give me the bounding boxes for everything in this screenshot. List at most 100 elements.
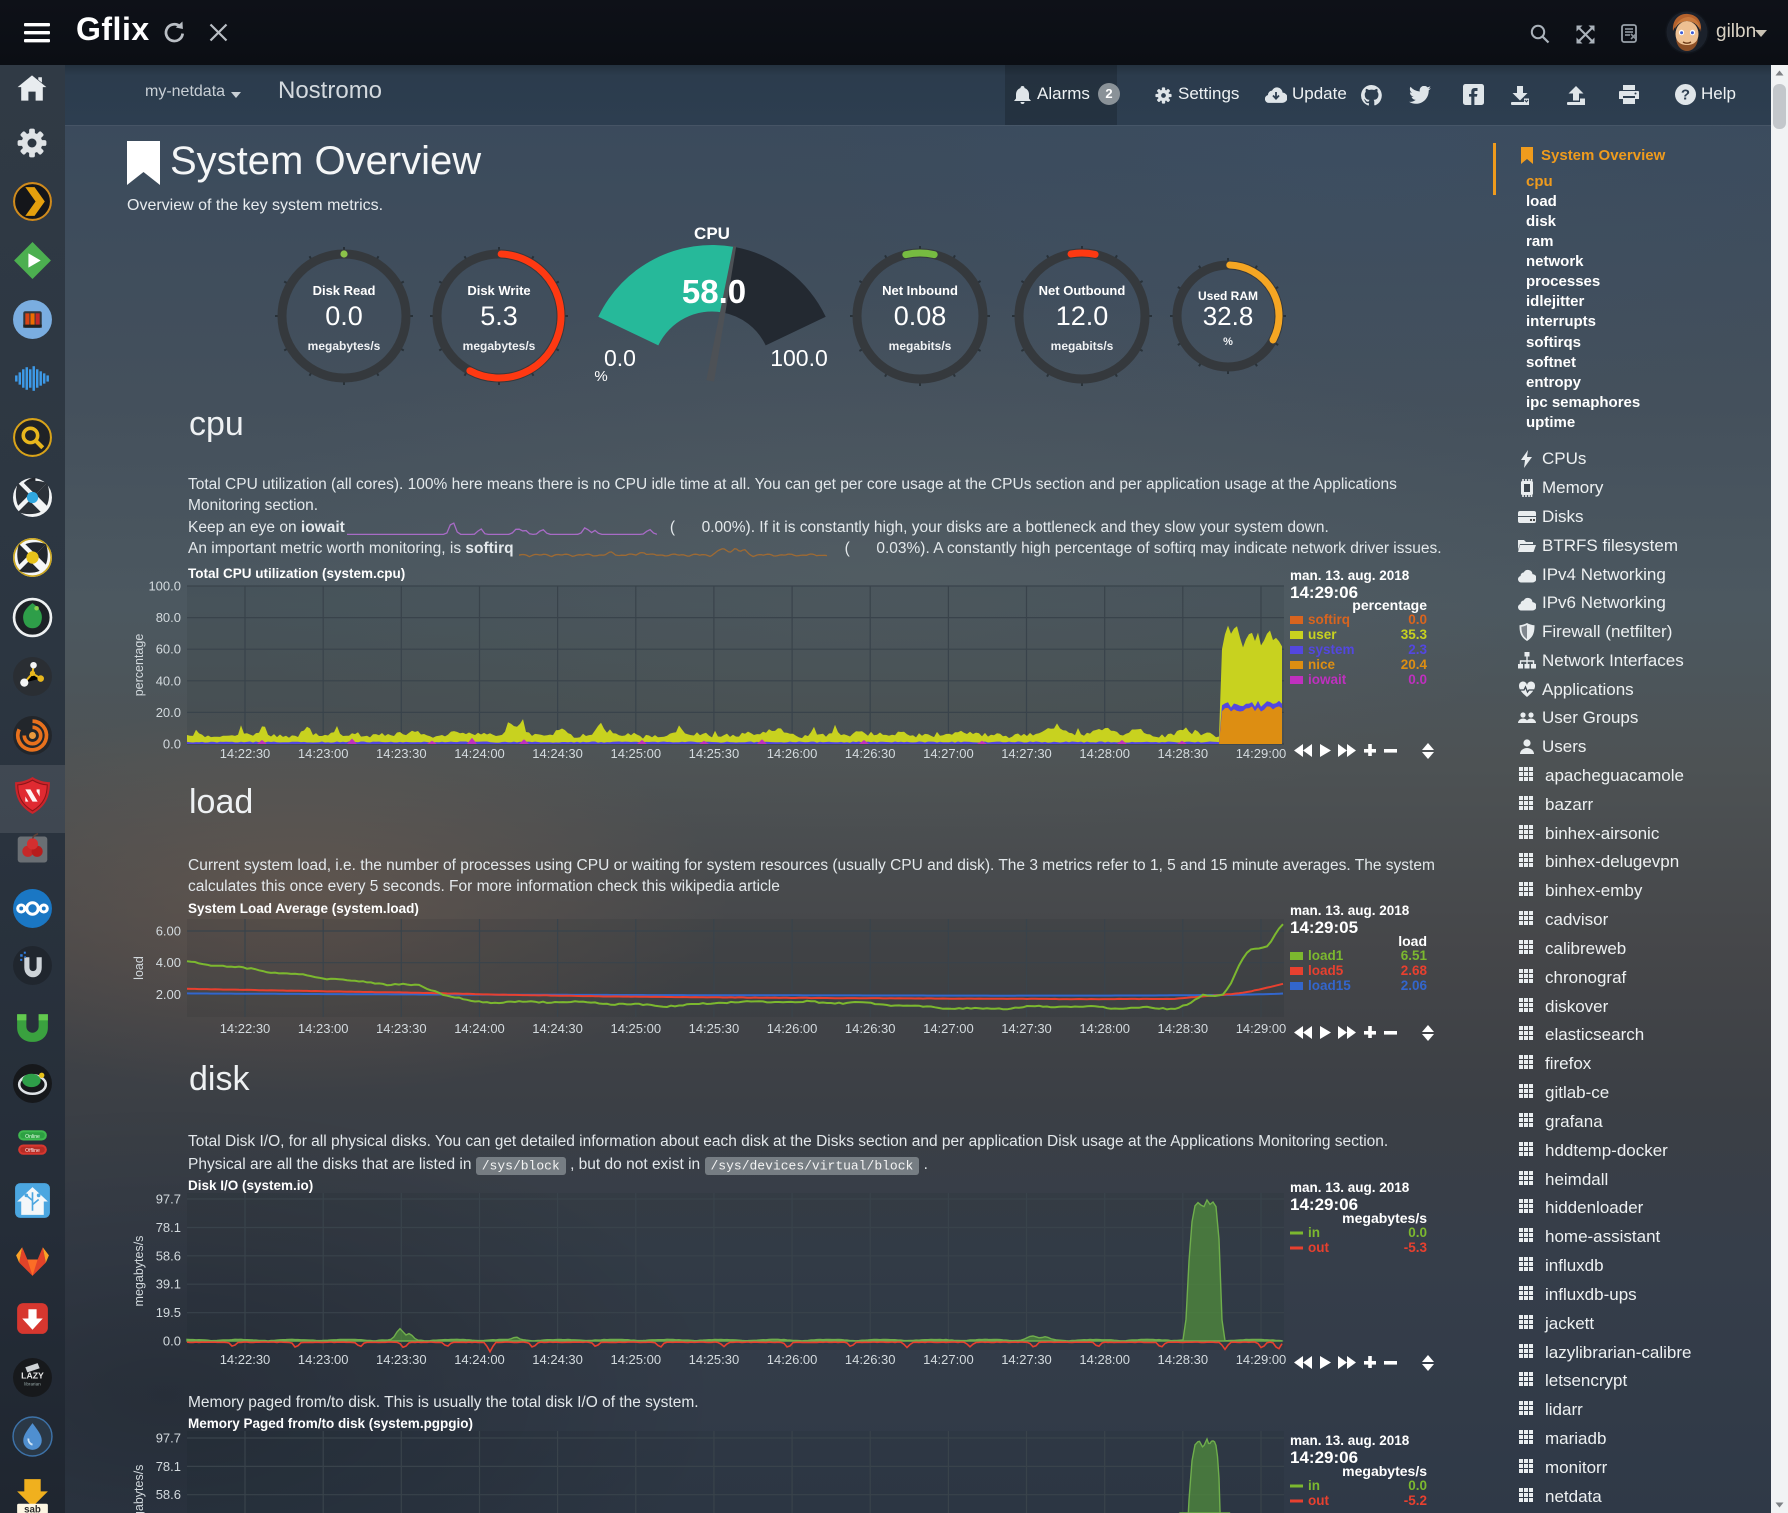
svg-text:load1: load1 <box>1308 948 1344 963</box>
svg-text:60.0: 60.0 <box>156 642 181 657</box>
svg-text:14:29:00: 14:29:00 <box>1236 1021 1287 1036</box>
svg-text:100.0: 100.0 <box>148 579 181 594</box>
svg-text:14:29:06: 14:29:06 <box>1290 1195 1358 1214</box>
svg-text:in: in <box>1308 1478 1320 1493</box>
svg-text:14:27:30: 14:27:30 <box>1001 746 1052 761</box>
svg-text:97.7: 97.7 <box>156 1431 181 1446</box>
svg-text:14:26:30: 14:26:30 <box>845 1021 896 1036</box>
svg-text:load15: load15 <box>1308 978 1351 993</box>
svg-text:14:23:00: 14:23:00 <box>298 1352 349 1367</box>
svg-text:librarian: librarian <box>24 1382 41 1387</box>
svg-text:14:27:30: 14:27:30 <box>1001 1021 1052 1036</box>
svg-text:iowait: iowait <box>1308 672 1347 687</box>
svg-text:14:24:30: 14:24:30 <box>532 1021 583 1036</box>
svg-text:megabytes/s: megabytes/s <box>463 339 536 353</box>
svg-text:14:29:06: 14:29:06 <box>1290 1448 1358 1467</box>
svg-text:14:23:30: 14:23:30 <box>376 746 427 761</box>
svg-text:14:26:30: 14:26:30 <box>845 746 896 761</box>
svg-text:14:25:30: 14:25:30 <box>689 746 740 761</box>
svg-text:14:23:00: 14:23:00 <box>298 1021 349 1036</box>
svg-text:0.0: 0.0 <box>325 301 363 331</box>
svg-text:58.6: 58.6 <box>156 1487 181 1502</box>
svg-text:megabytes/s: megabytes/s <box>308 339 381 353</box>
svg-text:nice: nice <box>1308 657 1336 672</box>
svg-text:14:29:05: 14:29:05 <box>1290 918 1358 937</box>
svg-text:load: load <box>1398 933 1427 949</box>
svg-text:0.0: 0.0 <box>163 1334 181 1349</box>
svg-text:-5.2: -5.2 <box>1404 1493 1427 1508</box>
svg-text:14:28:00: 14:28:00 <box>1079 1352 1130 1367</box>
svg-text:sab: sab <box>24 1504 41 1513</box>
svg-text:14:24:30: 14:24:30 <box>532 1352 583 1367</box>
svg-text:man. 13. aug. 2018: man. 13. aug. 2018 <box>1290 1433 1410 1448</box>
svg-text:5.3: 5.3 <box>480 301 518 331</box>
svg-text:Memory Paged from/to disk (sys: Memory Paged from/to disk (system.pgpgio… <box>188 1416 473 1431</box>
svg-text:14:28:30: 14:28:30 <box>1157 1021 1208 1036</box>
svg-text:6.51: 6.51 <box>1401 948 1428 963</box>
svg-text:softirq: softirq <box>1308 612 1350 627</box>
svg-text:load5: load5 <box>1308 963 1344 978</box>
svg-text:in: in <box>1308 1225 1320 1240</box>
svg-text:14:24:00: 14:24:00 <box>454 746 505 761</box>
svg-text:2.00: 2.00 <box>156 987 181 1002</box>
svg-text:14:27:30: 14:27:30 <box>1001 1352 1052 1367</box>
svg-text:14:29:00: 14:29:00 <box>1236 746 1287 761</box>
svg-text:14:25:00: 14:25:00 <box>610 1352 661 1367</box>
svg-text:Net Inbound: Net Inbound <box>882 283 958 298</box>
svg-text:megabytes/s: megabytes/s <box>132 1465 146 1513</box>
svg-text:0.0: 0.0 <box>1408 1225 1427 1240</box>
svg-text:14:25:00: 14:25:00 <box>610 1021 661 1036</box>
svg-text:%: % <box>1223 336 1233 348</box>
svg-text:14:26:30: 14:26:30 <box>845 1352 896 1367</box>
svg-text:2.06: 2.06 <box>1401 978 1428 993</box>
svg-text:man. 13. aug. 2018: man. 13. aug. 2018 <box>1290 568 1410 583</box>
svg-text:58.6: 58.6 <box>156 1248 181 1263</box>
svg-text:14:24:30: 14:24:30 <box>532 746 583 761</box>
svg-text:97.7: 97.7 <box>156 1192 181 1207</box>
svg-text:14:27:00: 14:27:00 <box>923 746 974 761</box>
svg-text:14:28:30: 14:28:30 <box>1157 746 1208 761</box>
svg-text:6.00: 6.00 <box>156 924 181 939</box>
svg-text:20.4: 20.4 <box>1401 657 1428 672</box>
svg-text:0.0: 0.0 <box>1408 1478 1427 1493</box>
svg-text:14:26:00: 14:26:00 <box>767 1021 818 1036</box>
svg-text:14:25:00: 14:25:00 <box>610 746 661 761</box>
svg-text:percentage: percentage <box>1352 597 1427 613</box>
svg-text:system: system <box>1308 642 1355 657</box>
svg-text:megabits/s: megabits/s <box>1051 339 1114 353</box>
svg-text:man. 13. aug. 2018: man. 13. aug. 2018 <box>1290 903 1410 918</box>
svg-text:Net Outbound: Net Outbound <box>1039 283 1126 298</box>
svg-text:Total CPU utilization (system.: Total CPU utilization (system.cpu) <box>188 566 405 581</box>
svg-text:percentage: percentage <box>132 634 146 697</box>
svg-text:load: load <box>132 956 146 980</box>
svg-text:14:24:00: 14:24:00 <box>454 1021 505 1036</box>
svg-text:0.08: 0.08 <box>894 301 947 331</box>
svg-text:14:28:00: 14:28:00 <box>1079 746 1130 761</box>
svg-text:Used RAM: Used RAM <box>1198 289 1258 303</box>
svg-text:out: out <box>1308 1240 1329 1255</box>
svg-text:14:26:00: 14:26:00 <box>767 746 818 761</box>
svg-text:Disk Write: Disk Write <box>467 283 530 298</box>
svg-text:man. 13. aug. 2018: man. 13. aug. 2018 <box>1290 1180 1410 1195</box>
svg-text:user: user <box>1308 627 1337 642</box>
svg-text:Disk Read: Disk Read <box>313 283 376 298</box>
svg-text:14:28:00: 14:28:00 <box>1079 1021 1130 1036</box>
svg-text:0.0: 0.0 <box>1408 612 1427 627</box>
svg-text:14:23:30: 14:23:30 <box>376 1021 427 1036</box>
svg-text:megabytes/s: megabytes/s <box>1342 1210 1427 1226</box>
svg-text:32.8: 32.8 <box>1203 301 1254 331</box>
svg-text:14:29:06: 14:29:06 <box>1290 583 1358 602</box>
svg-text:78.1: 78.1 <box>156 1220 181 1235</box>
svg-text:0.0: 0.0 <box>1408 672 1427 687</box>
svg-text:14:28:30: 14:28:30 <box>1157 1352 1208 1367</box>
svg-text:LAZY: LAZY <box>21 1371 44 1381</box>
svg-text:megabytes/s: megabytes/s <box>132 1236 146 1307</box>
svg-text:14:27:00: 14:27:00 <box>923 1021 974 1036</box>
svg-text:-5.3: -5.3 <box>1404 1240 1428 1255</box>
svg-text:megabits/s: megabits/s <box>889 339 952 353</box>
svg-text:Offline: Offline <box>25 1148 40 1154</box>
svg-text:14:26:00: 14:26:00 <box>767 1352 818 1367</box>
svg-text:out: out <box>1308 1493 1329 1508</box>
svg-text:14:22:30: 14:22:30 <box>220 746 271 761</box>
svg-text:4.00: 4.00 <box>156 955 181 970</box>
